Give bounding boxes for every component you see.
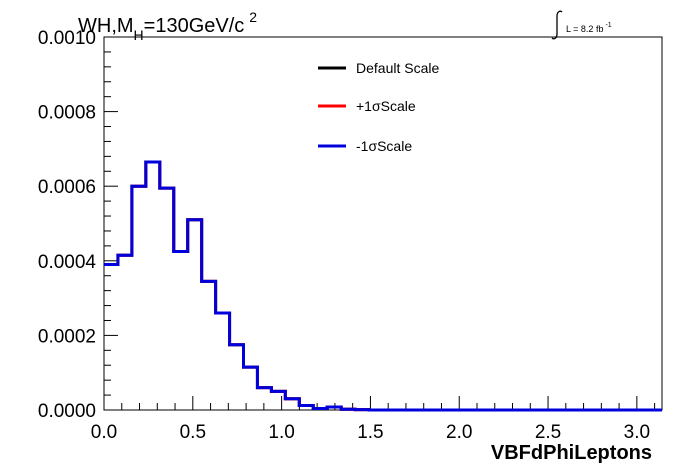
chart-title: WH,MH=130GeV/c 2 <box>78 9 257 43</box>
series-line-0 <box>104 160 663 412</box>
legend: Default Scale +1σScale -1σScale <box>318 60 439 154</box>
x-axis-label: VBFdPhiLeptons <box>491 442 652 464</box>
x-tick-label: 0.5 <box>180 422 206 443</box>
y-tick-label: 0.0004 <box>38 252 97 273</box>
y-tick-label: 0.0002 <box>38 326 96 347</box>
legend-label-minus1sigma: -1σScale <box>356 138 412 154</box>
x-tick-label: 0.0 <box>91 422 117 443</box>
legend-label-default: Default Scale <box>356 60 439 76</box>
y-axis: 0.0000 0.0002 0.0004 0.0006 0.0008 0.0010 <box>38 28 118 422</box>
series-line-1 <box>104 160 663 412</box>
x-tick-label: 2.0 <box>446 422 472 443</box>
legend-label-plus1sigma: +1σScale <box>356 98 416 114</box>
x-axis: 0.0 0.5 1.0 1.5 2.0 2.5 3.0 <box>91 396 656 443</box>
series-line-2 <box>104 160 663 412</box>
luminosity-label: L = 8.2 fb -1 <box>551 10 612 40</box>
x-tick-label: 1.5 <box>357 422 383 443</box>
x-tick-label: 1.0 <box>268 422 294 443</box>
y-tick-label: 0.0008 <box>38 103 96 124</box>
x-tick-label: 3.0 <box>624 422 650 443</box>
y-tick-label: 0.0010 <box>38 28 96 49</box>
integral-icon <box>551 10 563 40</box>
series-layer <box>104 160 663 412</box>
y-tick-label: 0.0000 <box>38 401 96 422</box>
svg-text:L = 8.2 fb-1: L = 8.2 fb -1 <box>566 22 612 34</box>
y-tick-label: 0.0006 <box>38 177 96 198</box>
x-tick-label: 2.5 <box>535 422 561 443</box>
